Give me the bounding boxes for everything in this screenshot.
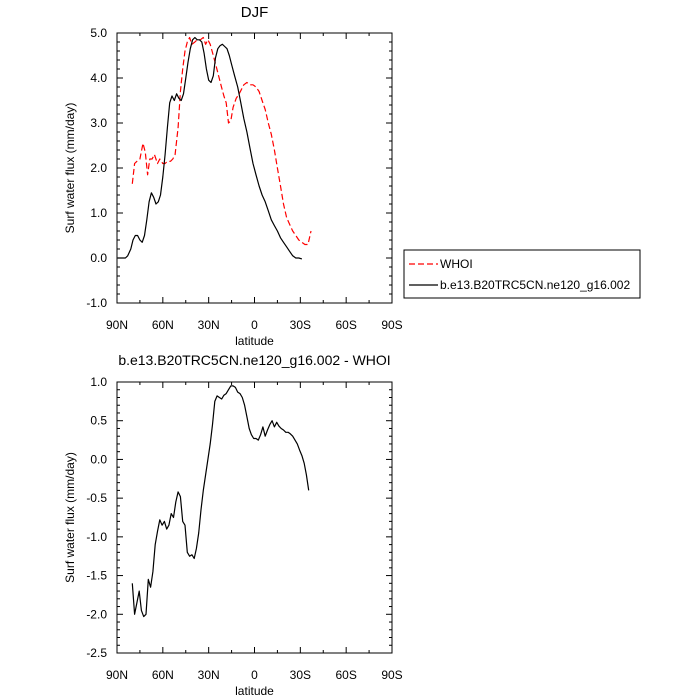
series-line-b-e13-b20trc5cn-ne120-g16-002 xyxy=(117,36,303,260)
y-tick-label: -2.0 xyxy=(86,607,107,621)
series-line-difference xyxy=(131,385,310,618)
top-chart-panel: DJF 90N 60N 30N 0 30S 60S 90S -1.0 0.0 1.0 2.0 3.0 4.… xyxy=(63,4,403,348)
y-tick-label: 1.0 xyxy=(90,206,107,220)
bottom-chart-panel: b.e13.B20TRC5CN.ne120_g16.002 - WHOI 90N 6… xyxy=(63,352,403,698)
y-tick-label: 4.0 xyxy=(90,71,107,85)
y-tick-label: 0.0 xyxy=(90,452,107,466)
y-tick-label: -1.0 xyxy=(86,530,107,544)
x-axis-label: latitude xyxy=(235,334,274,348)
x-tick-label: 30N xyxy=(198,668,220,682)
y-tick-label: -2.5 xyxy=(86,646,107,660)
x-tick-label: 60S xyxy=(335,318,356,332)
y-tick-label: 5.0 xyxy=(90,26,107,40)
y-tick-label: -0.5 xyxy=(86,491,107,505)
x-tick-label: 30S xyxy=(290,668,311,682)
y-axis-label: Surf water flux (mm/day) xyxy=(63,103,77,234)
plot-frame xyxy=(116,381,393,654)
x-tick-label: 90N xyxy=(106,668,128,682)
y-tick-label: 3.0 xyxy=(90,116,107,130)
y-tick-label: 0.0 xyxy=(90,251,107,265)
x-tick-label: 90S xyxy=(381,318,402,332)
y-tick-label: -1.0 xyxy=(86,296,107,310)
x-tick-label: 60N xyxy=(152,318,174,332)
series-line-whoi xyxy=(131,36,312,246)
y-tick-label: 1.0 xyxy=(90,375,107,389)
y-tick-label: 2.0 xyxy=(90,161,107,175)
x-tick-label: 30N xyxy=(198,318,220,332)
legend-box xyxy=(403,249,641,299)
x-axis-label: latitude xyxy=(235,684,274,698)
legend-label: b.e13.B20TRC5CN.ne120_g16.002 xyxy=(440,278,630,292)
x-tick-label: 30S xyxy=(290,318,311,332)
y-axis-label: Surf water flux (mm/day) xyxy=(63,452,77,583)
y-tick-label: -1.5 xyxy=(86,569,107,583)
x-tick-label: 90S xyxy=(381,668,402,682)
x-tick-label: 0 xyxy=(251,668,258,682)
x-tick-label: 60S xyxy=(335,668,356,682)
x-tick-label: 60N xyxy=(152,668,174,682)
chart-title: DJF xyxy=(241,4,269,21)
x-tick-label: 90N xyxy=(106,318,128,332)
y-tick-label: 0.5 xyxy=(90,414,107,428)
legend-label: WHOI xyxy=(440,257,473,271)
legend: WHOI b.e13.B20TRC5CN.ne120_g16.002 xyxy=(403,249,641,299)
x-tick-label: 0 xyxy=(251,318,258,332)
chart-title: b.e13.B20TRC5CN.ne120_g16.002 - WHOI xyxy=(118,352,390,368)
